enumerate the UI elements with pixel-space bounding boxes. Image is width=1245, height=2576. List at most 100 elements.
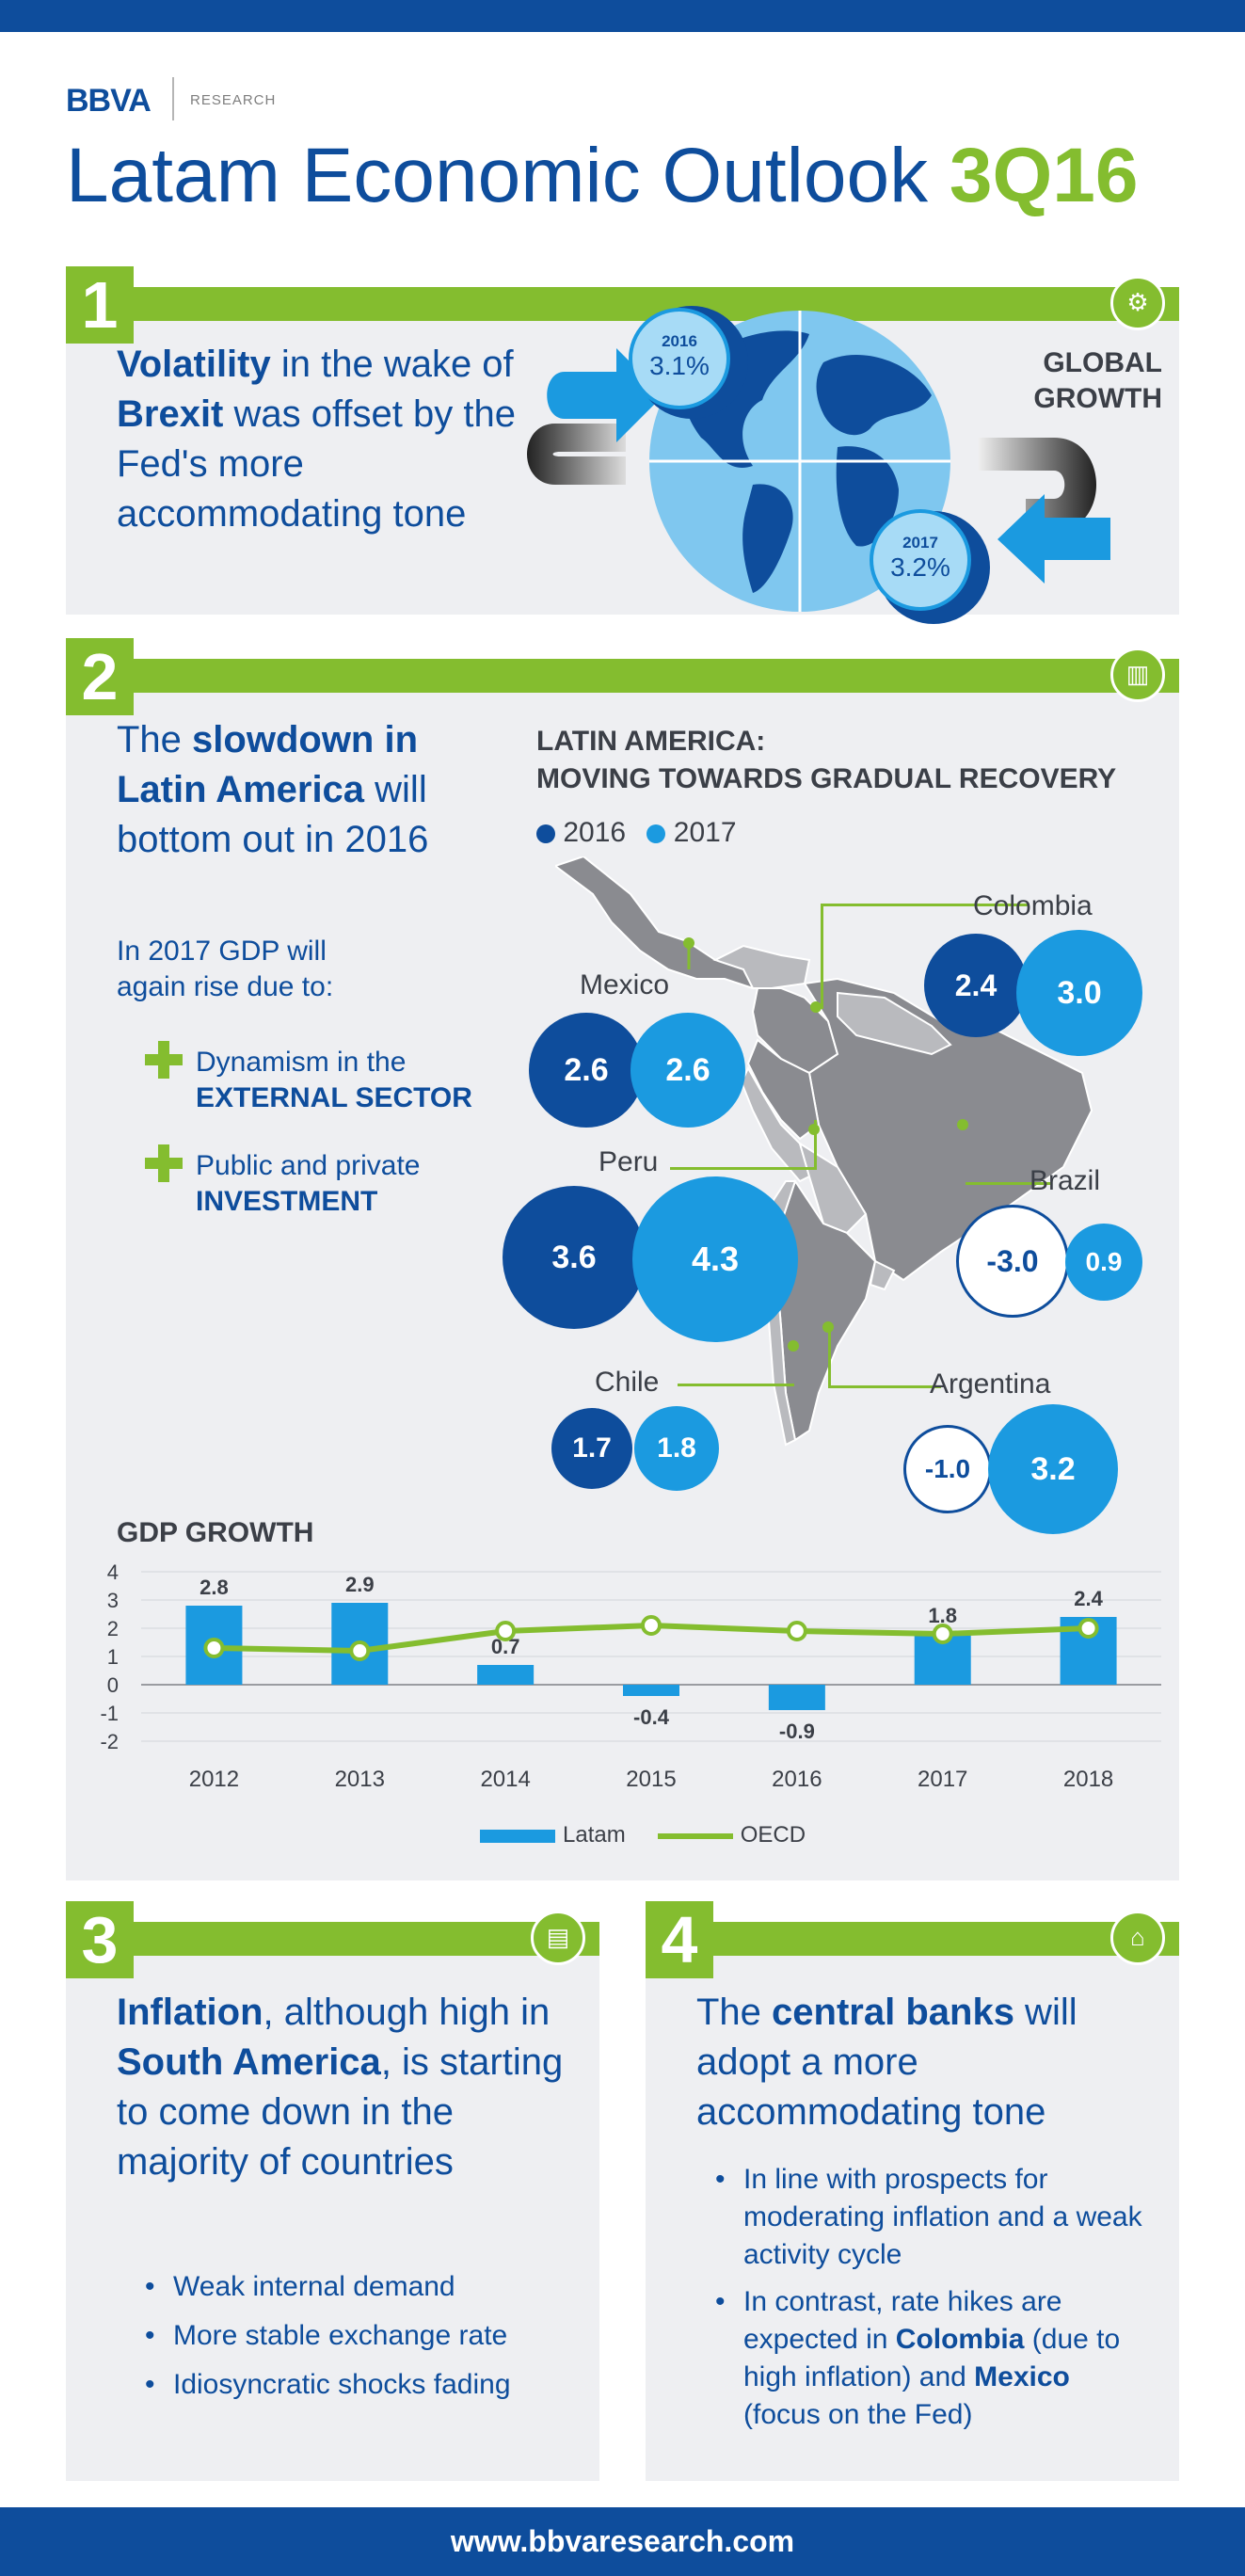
brazil-label: Brazil — [1030, 1165, 1101, 1196]
chart-title: GDP GROWTH — [117, 1517, 314, 1548]
section-4-panel: 4 ⌂ The central banks will adopt a more … — [646, 1901, 1179, 2481]
s4-bullet-1: In line with prospects for moderating in… — [711, 2161, 1154, 2274]
section-3-lead: Inflation, although high in South Americ… — [117, 1988, 578, 2187]
s4-b2-3: (due to high inflation) and — [743, 2324, 1121, 2392]
logo-subtitle: RESEARCH — [190, 92, 277, 108]
colombia-label: Colombia — [973, 890, 1093, 921]
peru-line-v — [814, 1120, 817, 1169]
coin-2017-value: 3.2% — [890, 552, 950, 582]
argentina-2017-bubble: 3.2 — [988, 1404, 1118, 1534]
latam-bar — [477, 1665, 535, 1685]
plus-1-text: Dynamism in the EXTERNAL SECTOR — [196, 1045, 472, 1116]
section-1-number: 1 — [66, 266, 134, 344]
latam-bar — [623, 1685, 679, 1696]
latam-map — [555, 856, 1093, 1447]
y-tick-label: -2 — [100, 1730, 119, 1753]
brazil-line — [966, 1182, 1050, 1185]
plus-icon-2 — [145, 1144, 183, 1182]
bar-data-label: 2.8 — [200, 1576, 229, 1599]
chile-2017-bubble: 1.8 — [634, 1406, 719, 1491]
chile-line — [678, 1384, 794, 1386]
bar-data-label: -0.9 — [779, 1720, 815, 1743]
section-2-bar — [66, 659, 1179, 693]
global-growth-line1: GLOBAL — [1043, 347, 1162, 378]
map-title: LATIN AMERICA: MOVING TOWARDS GRADUAL RE… — [536, 723, 1116, 798]
section-2-panel: 2 ▥ The slowdown in Latin America will b… — [66, 638, 1179, 1880]
map-title-2: MOVING TOWARDS GRADUAL RECOVERY — [536, 763, 1117, 794]
section-2-sub: In 2017 GDP will again rise due to: — [117, 936, 334, 1002]
s3-lead-3: South America — [117, 2041, 381, 2083]
legend-2017: 2017 — [673, 817, 737, 848]
mexico-2017-bubble: 2.6 — [630, 1013, 745, 1128]
colombia-line-v — [821, 904, 823, 1009]
x-tick-label: 2015 — [626, 1767, 676, 1792]
mexico-2016-bubble: 2.6 — [529, 1013, 644, 1128]
colombia-2016-bubble: 2.4 — [924, 934, 1028, 1037]
oecd-point — [349, 1640, 371, 1661]
s3-bullet-2: More stable exchange rate — [141, 2312, 583, 2360]
bar-data-label: 1.8 — [928, 1604, 957, 1627]
page-title: Latam Economic Outlook 3Q16 — [66, 132, 1139, 220]
s1-text-3: Brexit — [117, 393, 224, 435]
section-3-number: 3 — [66, 1901, 134, 1978]
y-tick-label: 3 — [107, 1589, 119, 1612]
s2-lead-3: will bottom out in 2016 — [117, 769, 429, 860]
legend-2016: 2016 — [563, 817, 627, 848]
chart-legend: Latam OECD — [480, 1822, 806, 1848]
bbva-logo: BBVA — [66, 83, 152, 119]
plus-2-text: Public and private INVESTMENT — [196, 1148, 420, 1220]
latam-bar — [768, 1685, 825, 1710]
section-3-panel: 3 ▤ Inflation, although high in South Am… — [66, 1901, 599, 2481]
section-4-lead: The central banks will adopt a more acco… — [696, 1988, 1157, 2137]
map-legend: 2016 2017 — [536, 817, 737, 849]
s4-lead-2: central banks — [772, 1992, 1014, 2033]
footer-url[interactable]: www.bbvaresearch.com — [0, 2507, 1245, 2576]
s3-bullet-3: Idiosyncratic shocks fading — [141, 2360, 583, 2409]
section-1-text: Volatility in the wake of Brexit was off… — [117, 340, 550, 539]
colombia-2017-bubble: 3.0 — [1016, 930, 1142, 1056]
mexico-label: Mexico — [580, 969, 670, 1000]
oecd-point — [641, 1615, 662, 1636]
document-icon: ▤ — [531, 1911, 585, 1965]
legend-latam-swatch — [480, 1829, 555, 1843]
y-tick-label: 1 — [107, 1645, 119, 1669]
map-title-1: LATIN AMERICA: — [536, 726, 766, 757]
brazil-2017-bubble: 0.9 — [1065, 1224, 1142, 1301]
bar-data-label: 2.4 — [1074, 1587, 1103, 1610]
peru-2016-bubble: 3.6 — [503, 1186, 646, 1329]
s1-text-1: Volatility — [117, 344, 271, 385]
globe-icon: ⚙ — [1110, 276, 1165, 330]
y-tick-label: 4 — [107, 1562, 119, 1584]
colombia-line-h — [821, 904, 1030, 906]
s2-lead-2: slowdown in Latin America — [117, 719, 419, 810]
legend-2016-dot — [536, 824, 555, 844]
coin-2016-value: 3.1% — [649, 351, 710, 380]
section-4-number: 4 — [646, 1901, 713, 1978]
plus-2-line1: Public and private — [196, 1150, 421, 1181]
chart-icon: ▥ — [1110, 648, 1165, 702]
s3-bullet-1: Weak internal demand — [141, 2263, 583, 2312]
plus-2-line2: INVESTMENT — [196, 1186, 378, 1217]
section-4-bar — [646, 1922, 1179, 1956]
section-3-bullets: Weak internal demand More stable exchang… — [141, 2263, 583, 2409]
oecd-point — [786, 1621, 807, 1641]
y-tick-label: -1 — [100, 1702, 119, 1725]
bar-data-label: 2.9 — [345, 1573, 375, 1596]
s3-lead-4: , is starting to come down in the majori… — [117, 2041, 564, 2183]
title-main: Latam Economic Outlook — [66, 133, 950, 218]
legend-latam-label: Latam — [563, 1822, 626, 1848]
coin-2016: 2016 3.1% — [629, 308, 730, 409]
legend-2017-dot — [646, 824, 666, 844]
argentina-line-h — [828, 1385, 941, 1388]
oecd-point — [932, 1624, 953, 1644]
x-tick-label: 2012 — [189, 1767, 239, 1792]
section-2-number: 2 — [66, 638, 134, 715]
peru-line-h — [670, 1167, 817, 1170]
s4-lead-1: The — [696, 1992, 773, 2033]
s4-b2-5: (focus on the Fed) — [743, 2399, 973, 2430]
top-bar — [0, 0, 1245, 32]
s3-lead-2: , although high in — [263, 1992, 551, 2033]
coin-2017: 2017 3.2% — [870, 509, 971, 611]
brazil-2016-bubble: -3.0 — [956, 1205, 1069, 1318]
chile-label: Chile — [595, 1367, 660, 1398]
